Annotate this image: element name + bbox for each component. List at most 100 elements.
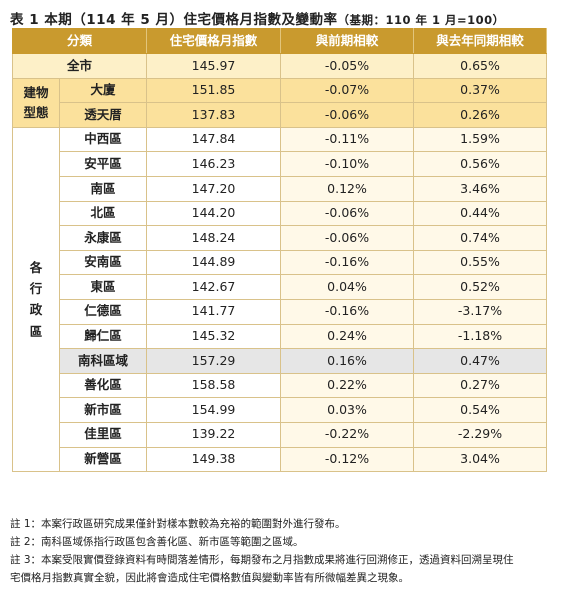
mom-value: 0.16% [280,348,415,374]
mom-value: -0.06% [280,102,415,128]
row-label: 北區 [58,200,148,227]
mom-value: -0.12% [280,446,415,473]
yoy-value: 0.65% [413,53,548,79]
index-value: 137.83 [146,102,282,128]
yoy-value: 1.59% [413,126,548,153]
mom-value: 0.12% [280,175,415,202]
index-value: 141.77 [146,298,282,325]
row-type-1: 透天厝 137.83 -0.06% 0.26% [13,102,548,128]
price-index-table: 分類 住宅價格月指數 與前期相較 與去年同期相較 全市 145.97 -0.05… [11,28,548,473]
header-index: 住宅價格月指數 [146,28,282,54]
row-district-0: 各行政區中西區 147.84 -0.11% 1.59% [12,126,548,473]
mom-value: 0.03% [280,397,415,423]
row-label: 大廈 [58,77,148,104]
index-value: 145.97 [146,53,282,79]
mom-value: 0.04% [280,274,415,300]
row-label: 南區 [58,175,148,202]
row-district-11: 新市區 154.99 0.03% 0.54% [13,397,548,423]
row-district-10: 善化區 158.58 0.22% 0.27% [13,372,548,399]
row-label: 新市區 [58,397,148,423]
yoy-value: 0.37% [413,77,548,104]
header-yoy: 與去年同期相較 [413,28,548,54]
yoy-value: 0.44% [413,200,548,227]
note-2: 註 2：南科區域係指行政區包含善化區、新市區等範圍之區域。 [10,536,304,549]
header-row: 分類 住宅價格月指數 與前期相較 與去年同期相較 [11,28,548,54]
mom-value: -0.10% [280,151,415,177]
row-district-2: 南區 147.20 0.12% 3.46% [13,175,548,202]
row-label: 永康區 [58,225,148,251]
index-value: 146.23 [146,151,282,177]
yoy-value: 3.04% [413,446,548,473]
mom-value: -0.16% [280,298,415,325]
row-label: 全市 [11,53,148,79]
row-label: 安南區 [58,249,148,276]
row-label: 中西區 [58,126,148,153]
header-category: 分類 [11,28,148,54]
row-label: 佳里區 [58,421,148,448]
yoy-value: 0.56% [413,151,548,177]
mom-value: -0.11% [280,126,415,153]
yoy-value: -3.17% [413,298,548,325]
index-value: 158.58 [146,372,282,399]
note-3-cont: 宅價格月指數真實全貌，因此將會造成住宅價格數值與變動率皆有所微幅差異之現象。 [10,572,409,585]
row-label: 透天厝 [58,102,148,128]
mom-value: 0.24% [280,323,415,350]
mom-value: -0.16% [280,249,415,276]
row-label: 善化區 [58,372,148,399]
mom-value: -0.06% [280,225,415,251]
row-label: 安平區 [58,151,148,177]
row-district-13: 新營區 149.38 -0.12% 3.04% [13,446,548,473]
index-value: 151.85 [146,77,282,104]
row-district-6: 東區 142.67 0.04% 0.52% [13,274,548,300]
yoy-value: 0.52% [413,274,548,300]
yoy-value: 0.74% [413,225,548,251]
row-district-8: 歸仁區 145.32 0.24% -1.18% [13,323,548,350]
row-district-7: 仁德區 141.77 -0.16% -3.17% [13,298,548,325]
header-mom: 與前期相較 [280,28,415,54]
index-value: 147.20 [146,175,282,202]
row-label: 新營區 [58,446,148,473]
row-type-0: 建物 型態 大廈 151.85 -0.07% 0.37% [12,77,548,128]
table-title: 表 1 本期（114 年 5 月）住宅價格月指數及變動率（基期：110 年 1 … [10,8,560,28]
row-district-4: 永康區 148.24 -0.06% 0.74% [13,225,548,251]
mom-value: -0.06% [280,200,415,227]
row-district-1: 安平區 146.23 -0.10% 0.56% [13,151,548,177]
yoy-value: 0.54% [413,397,548,423]
mom-value: 0.22% [280,372,415,399]
index-value: 145.32 [146,323,282,350]
mom-value: -0.07% [280,77,415,104]
note-3: 註 3：本案受限實價登錄資料有時間落差情形，每期發布之月指數成果將進行回溯修正，… [10,554,514,567]
district-rows: 各行政區中西區 147.84 -0.11% 1.59% 安平區 146.23 -0.10% 0… [12,126,548,473]
yoy-value: -1.18% [413,323,548,350]
index-value: 154.99 [146,397,282,423]
index-value: 144.89 [146,249,282,276]
row-district-5: 安南區 144.89 -0.16% 0.55% [13,249,548,276]
yoy-value: 3.46% [413,175,548,202]
row-district-12: 佳里區 139.22 -0.22% -2.29% [13,421,548,448]
row-label: 南科區域 [58,348,148,374]
index-value: 157.29 [146,348,282,374]
title-base: （基期：110 年 1 月=100） [337,13,505,27]
row-label: 東區 [58,274,148,300]
yoy-value: 0.27% [413,372,548,399]
yoy-value: 0.55% [413,249,548,276]
note-1: 註 1：本案行政區研究成果僅針對樣本數較為充裕的範圍對外進行發布。 [10,518,346,530]
yoy-value: -2.29% [413,421,548,448]
index-value: 147.84 [146,126,282,153]
index-value: 148.24 [146,225,282,251]
row-all-city: 全市 145.97 -0.05% 0.65% [11,53,548,79]
row-district-3: 北區 144.20 -0.06% 0.44% [13,200,548,227]
mom-value: -0.05% [280,53,415,79]
row-district-9: 南科區域 157.29 0.16% 0.47% [13,348,548,374]
yoy-value: 0.47% [413,348,548,374]
mom-value: -0.22% [280,421,415,448]
index-value: 149.38 [146,446,282,473]
yoy-value: 0.26% [413,102,548,128]
index-value: 144.20 [146,200,282,227]
index-value: 139.22 [146,421,282,448]
footnotes: 註 1：本案行政區研究成果僅針對樣本數較為充裕的範圍對外進行發布。 註 2：南科… [10,515,558,587]
row-label: 歸仁區 [58,323,148,350]
title-main: 表 1 本期（114 年 5 月）住宅價格月指數及變動率 [10,12,338,28]
index-value: 142.67 [146,274,282,300]
